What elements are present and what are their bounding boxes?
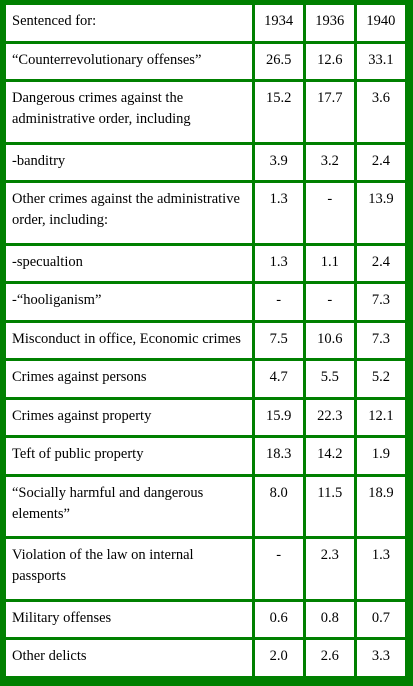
- header-cell-1940: 1940: [356, 5, 405, 41]
- row-value-1934: 1.3: [254, 183, 303, 243]
- header-cell-1934: 1934: [254, 5, 303, 41]
- row-value-1940: 13.9: [356, 183, 405, 243]
- row-label: “Counterrevolutionary offenses”: [6, 43, 252, 80]
- row-value-1936: 3.2: [305, 144, 354, 181]
- row-label: Teft of public property: [6, 438, 252, 474]
- row-value-1934: 15.9: [254, 399, 303, 436]
- row-value-1934: 4.7: [254, 361, 303, 397]
- row-label: Military offenses: [6, 601, 252, 638]
- row-label: “Socially harmful and dangerous elements…: [6, 476, 252, 537]
- row-label: Crimes against persons: [6, 361, 252, 397]
- row-label: Misconduct in office, Economic crimes: [6, 322, 252, 359]
- row-value-1936: 0.8: [305, 601, 354, 638]
- row-value-1936: -: [305, 284, 354, 320]
- row-label: Violation of the law on internal passpor…: [6, 539, 252, 599]
- row-value-1940: 7.3: [356, 322, 405, 359]
- row-value-1934: 3.9: [254, 144, 303, 181]
- table-row: “Socially harmful and dangerous elements…: [6, 476, 405, 537]
- sentences-table: Sentenced for: 1934 1936 1940 “Counterre…: [3, 2, 408, 679]
- row-value-1940: 3.3: [356, 640, 405, 676]
- row-value-1936: 1.1: [305, 245, 354, 282]
- row-value-1936: 12.6: [305, 43, 354, 80]
- table-row: -banditry 3.9 3.2 2.4: [6, 144, 405, 181]
- row-value-1934: 1.3: [254, 245, 303, 282]
- row-value-1940: 12.1: [356, 399, 405, 436]
- table-row: Other delicts 2.0 2.6 3.3: [6, 640, 405, 676]
- row-label: -banditry: [6, 144, 252, 181]
- row-label: Other delicts: [6, 640, 252, 676]
- row-value-1940: 33.1: [356, 43, 405, 80]
- table-row: Dangerous crimes against the administrat…: [6, 82, 405, 142]
- row-value-1934: 8.0: [254, 476, 303, 537]
- row-value-1936: 2.6: [305, 640, 354, 676]
- table-row: Other crimes against the administrative …: [6, 183, 405, 243]
- row-value-1940: 7.3: [356, 284, 405, 320]
- table-row: “Counterrevolutionary offenses” 26.5 12.…: [6, 43, 405, 80]
- row-value-1936: 17.7: [305, 82, 354, 142]
- row-label: -“hooliganism”: [6, 284, 252, 320]
- row-value-1936: 11.5: [305, 476, 354, 537]
- row-label: Crimes against property: [6, 399, 252, 436]
- row-value-1934: 2.0: [254, 640, 303, 676]
- table-row: Violation of the law on internal passpor…: [6, 539, 405, 599]
- row-value-1936: -: [305, 183, 354, 243]
- row-value-1940: 1.9: [356, 438, 405, 474]
- table-row: Teft of public property 18.3 14.2 1.9: [6, 438, 405, 474]
- row-value-1936: 2.3: [305, 539, 354, 599]
- row-value-1940: 2.4: [356, 144, 405, 181]
- row-value-1936: 10.6: [305, 322, 354, 359]
- row-label: Dangerous crimes against the administrat…: [6, 82, 252, 142]
- row-value-1934: 18.3: [254, 438, 303, 474]
- row-value-1940: 5.2: [356, 361, 405, 397]
- table-row: -specualtion 1.3 1.1 2.4: [6, 245, 405, 282]
- table-row: Misconduct in office, Economic crimes 7.…: [6, 322, 405, 359]
- table-row: Military offenses 0.6 0.8 0.7: [6, 601, 405, 638]
- row-value-1940: 3.6: [356, 82, 405, 142]
- row-value-1934: -: [254, 539, 303, 599]
- row-value-1934: 15.2: [254, 82, 303, 142]
- header-cell-label: Sentenced for:: [6, 5, 252, 41]
- row-label: -specualtion: [6, 245, 252, 282]
- table-header-row: Sentenced for: 1934 1936 1940: [6, 5, 405, 41]
- row-value-1934: 7.5: [254, 322, 303, 359]
- row-value-1936: 14.2: [305, 438, 354, 474]
- header-cell-1936: 1936: [305, 5, 354, 41]
- table-row: Crimes against property 15.9 22.3 12.1: [6, 399, 405, 436]
- row-value-1936: 5.5: [305, 361, 354, 397]
- row-value-1934: 26.5: [254, 43, 303, 80]
- row-value-1940: 2.4: [356, 245, 405, 282]
- row-value-1936: 22.3: [305, 399, 354, 436]
- row-value-1940: 0.7: [356, 601, 405, 638]
- row-value-1934: 0.6: [254, 601, 303, 638]
- row-value-1934: -: [254, 284, 303, 320]
- table-row: Crimes against persons 4.7 5.5 5.2: [6, 361, 405, 397]
- row-value-1940: 1.3: [356, 539, 405, 599]
- row-value-1940: 18.9: [356, 476, 405, 537]
- table-row: -“hooliganism” - - 7.3: [6, 284, 405, 320]
- row-label: Other crimes against the administrative …: [6, 183, 252, 243]
